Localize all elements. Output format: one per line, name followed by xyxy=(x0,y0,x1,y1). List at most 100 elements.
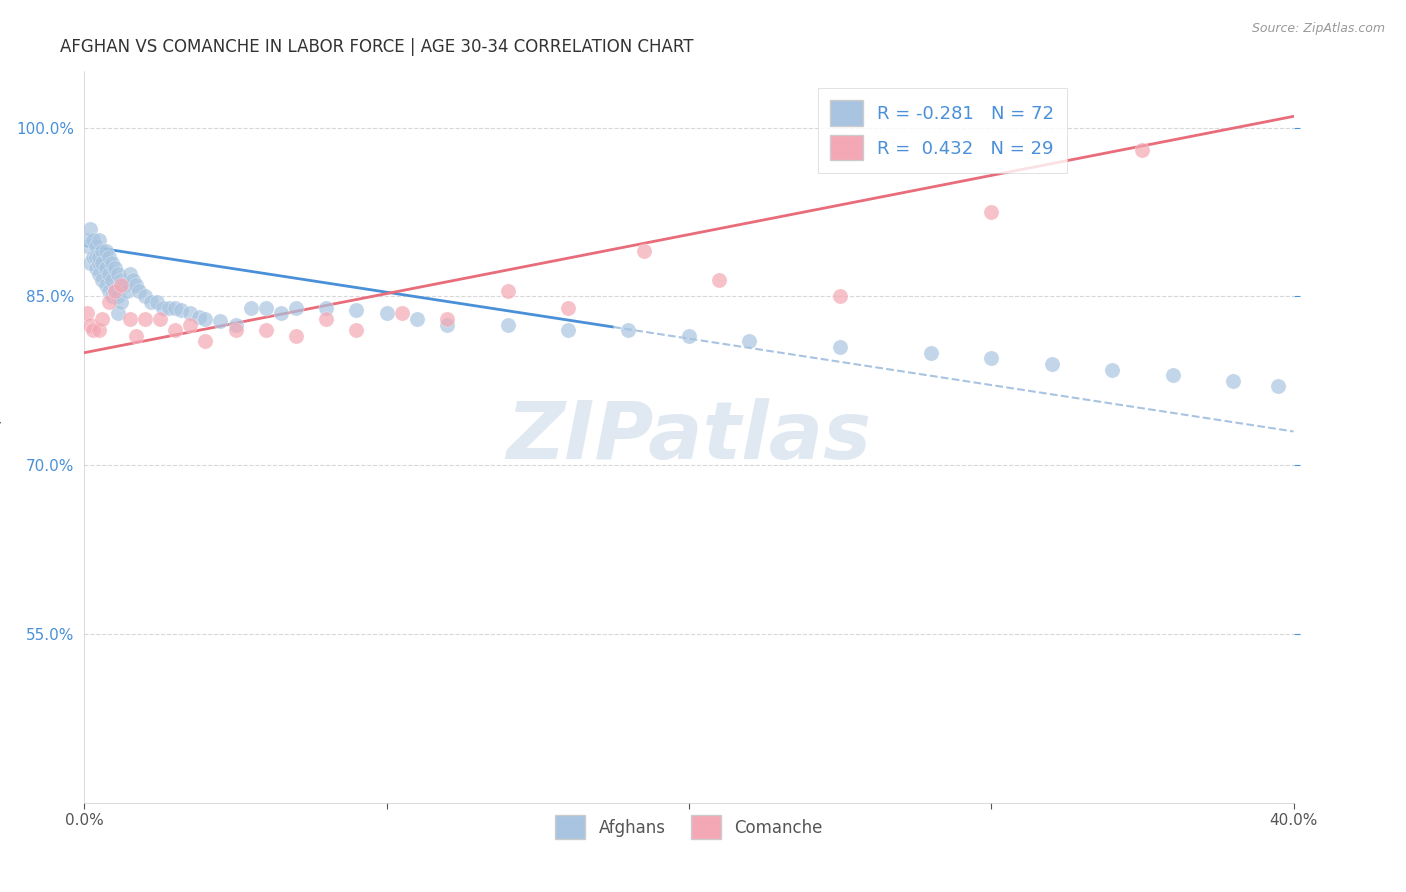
Point xyxy=(89,250,111,264)
Point xyxy=(107,306,129,320)
Point xyxy=(97,284,120,298)
Point xyxy=(375,306,398,320)
Point xyxy=(617,323,640,337)
Point xyxy=(557,301,579,315)
Point xyxy=(1101,362,1123,376)
Point xyxy=(97,295,120,310)
Point xyxy=(118,312,141,326)
Point xyxy=(125,328,148,343)
Point xyxy=(920,345,942,359)
Point xyxy=(91,255,114,269)
Point xyxy=(1161,368,1184,383)
Point xyxy=(125,278,148,293)
Point xyxy=(104,261,127,276)
Point xyxy=(86,250,108,264)
Point xyxy=(76,233,98,247)
Point xyxy=(89,323,111,337)
Point xyxy=(79,222,101,236)
Point xyxy=(89,255,111,269)
Point xyxy=(94,261,117,276)
Point xyxy=(110,272,132,286)
Text: ZIPatlas: ZIPatlas xyxy=(506,398,872,476)
Point xyxy=(110,278,132,293)
Point xyxy=(165,323,187,337)
Point xyxy=(146,295,169,310)
Point xyxy=(709,272,731,286)
Point xyxy=(179,318,201,332)
Point xyxy=(107,289,129,303)
Point xyxy=(436,318,458,332)
Point xyxy=(225,323,247,337)
Point xyxy=(678,328,700,343)
Point xyxy=(112,278,135,293)
Point xyxy=(830,289,852,303)
Point xyxy=(254,323,277,337)
Point xyxy=(194,312,217,326)
Point xyxy=(1130,143,1153,157)
Point xyxy=(149,312,172,326)
Point xyxy=(157,301,180,315)
Point xyxy=(239,301,262,315)
Point xyxy=(980,351,1002,366)
Point xyxy=(225,318,247,332)
Point xyxy=(89,267,111,281)
Point xyxy=(406,312,429,326)
Point xyxy=(121,272,143,286)
Point xyxy=(110,295,132,310)
Point xyxy=(82,233,104,247)
Point xyxy=(1040,357,1063,371)
Point xyxy=(496,284,519,298)
Point xyxy=(170,302,193,317)
Point xyxy=(346,323,368,337)
Point xyxy=(179,306,201,320)
Point xyxy=(86,239,108,253)
Point xyxy=(165,301,187,315)
Point xyxy=(94,244,117,259)
Point xyxy=(152,301,174,315)
Point xyxy=(100,289,122,303)
Point xyxy=(633,244,655,259)
Y-axis label: In Labor Force | Age 30-34: In Labor Force | Age 30-34 xyxy=(0,335,1,539)
Point xyxy=(104,284,127,298)
Point xyxy=(89,233,111,247)
Point xyxy=(82,250,104,264)
Point xyxy=(1222,374,1244,388)
Point xyxy=(285,301,308,315)
Point xyxy=(738,334,761,349)
Point xyxy=(128,284,150,298)
Point xyxy=(391,306,413,320)
Point xyxy=(194,334,217,349)
Point xyxy=(94,278,117,293)
Point xyxy=(134,312,156,326)
Y-axis label: In Labor Force | Age 30-34: In Labor Force | Age 30-34 xyxy=(52,335,67,539)
Point xyxy=(557,323,579,337)
Point xyxy=(97,267,120,281)
Point xyxy=(139,295,162,310)
Point xyxy=(1267,379,1289,393)
Point xyxy=(100,272,122,286)
Point xyxy=(285,328,308,343)
Point xyxy=(209,314,232,328)
Point xyxy=(107,267,129,281)
Text: AFGHAN VS COMANCHE IN LABOR FORCE | AGE 30-34 CORRELATION CHART: AFGHAN VS COMANCHE IN LABOR FORCE | AGE … xyxy=(60,38,693,56)
Point xyxy=(91,244,114,259)
Point xyxy=(270,306,292,320)
Point xyxy=(76,306,98,320)
Point xyxy=(315,301,337,315)
Point xyxy=(82,323,104,337)
Point xyxy=(980,205,1002,219)
Point xyxy=(115,284,138,298)
Point xyxy=(346,302,368,317)
Point xyxy=(134,289,156,303)
Point xyxy=(104,284,127,298)
Point xyxy=(97,250,120,264)
Point xyxy=(76,239,98,253)
Point xyxy=(830,340,852,354)
Point xyxy=(100,255,122,269)
Point xyxy=(254,301,277,315)
Legend: Afghans, Comanche: Afghans, Comanche xyxy=(548,809,830,846)
Point xyxy=(86,261,108,276)
Point xyxy=(118,267,141,281)
Point xyxy=(91,272,114,286)
Point xyxy=(79,255,101,269)
